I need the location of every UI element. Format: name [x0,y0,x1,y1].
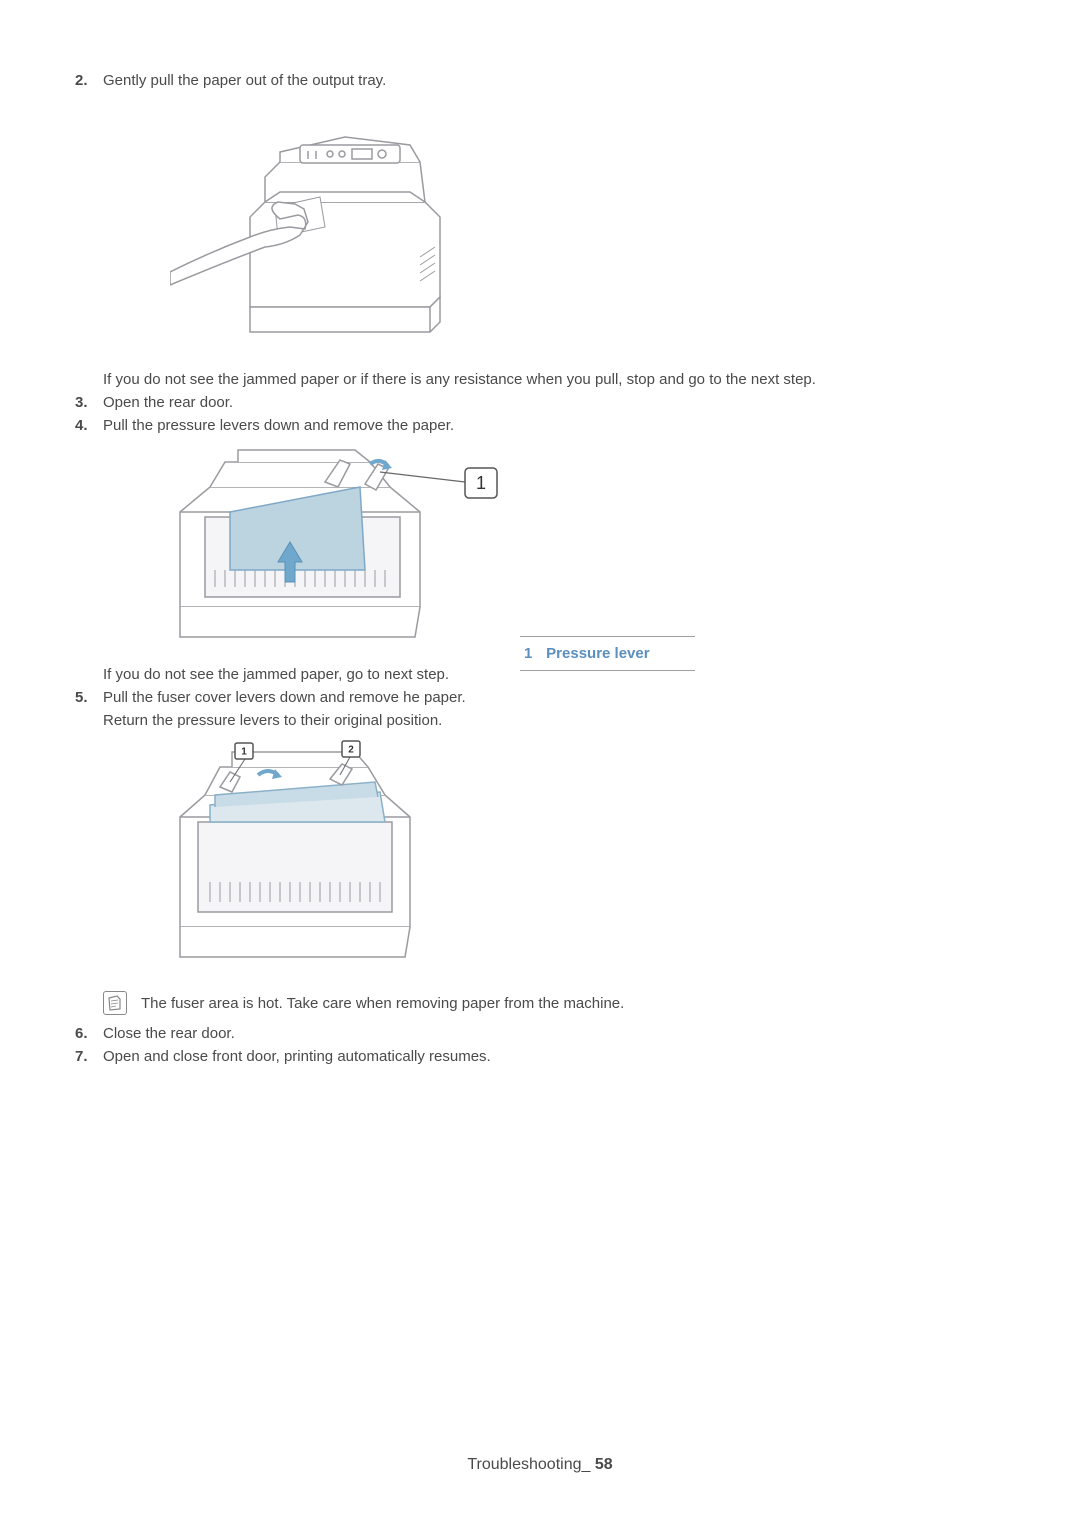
callout-1: 1 [476,473,486,493]
step-num: 4. [75,415,103,436]
footer-page: 58 [595,1456,613,1473]
printer-illustration-1 [170,97,470,357]
step-text: Open the rear door. [103,392,1005,413]
callout-1: 1 [241,747,247,758]
figure-output-tray [170,97,1005,363]
step-4: 4. Pull the pressure levers down and rem… [75,415,1005,436]
note-fuser-hot: The fuser area is hot. Take care when re… [103,991,1005,1015]
step-2: 2. Gently pull the paper out of the outp… [75,70,1005,91]
note-icon [103,991,127,1015]
step-6: 6. Close the rear door. [75,1023,1005,1044]
step-text: Pull the fuser cover levers down and rem… [103,687,1005,708]
step-3: 3. Open the rear door. [75,392,1005,413]
footer-section: Troubleshooting [467,1456,581,1473]
step-text: Pull the pressure levers down and remove… [103,415,1005,436]
step-num: 5. [75,687,103,708]
step-text: Gently pull the paper out of the output … [103,70,1005,91]
step-2-followup: If you do not see the jammed paper or if… [103,369,1005,390]
step-num: 6. [75,1023,103,1044]
step-text: Close the rear door. [103,1023,1005,1044]
figure-pressure-lever: 1 [170,442,1005,658]
page-footer: Troubleshooting_ 58 [0,1454,1080,1476]
step-num: 7. [75,1046,103,1067]
note-text: The fuser area is hot. Take care when re… [141,993,624,1014]
legend-pressure-lever: 1 Pressure lever [520,636,695,671]
legend-label: Pressure lever [546,645,649,662]
step-num: 2. [75,70,103,91]
figure-fuser-cover: 1 2 [170,737,1005,983]
step-num: 3. [75,392,103,413]
callout-2: 2 [348,745,354,756]
step-text: Open and close front door, printing auto… [103,1046,1005,1067]
step-5-line2: Return the pressure levers to their orig… [103,710,1005,731]
printer-illustration-3: 1 2 [170,737,420,977]
step-5: 5. Pull the fuser cover levers down and … [75,687,1005,708]
step-7: 7. Open and close front door, printing a… [75,1046,1005,1067]
legend-num: 1 [524,643,542,664]
footer-underscore: _ [582,1456,591,1473]
printer-illustration-2: 1 [170,442,510,652]
